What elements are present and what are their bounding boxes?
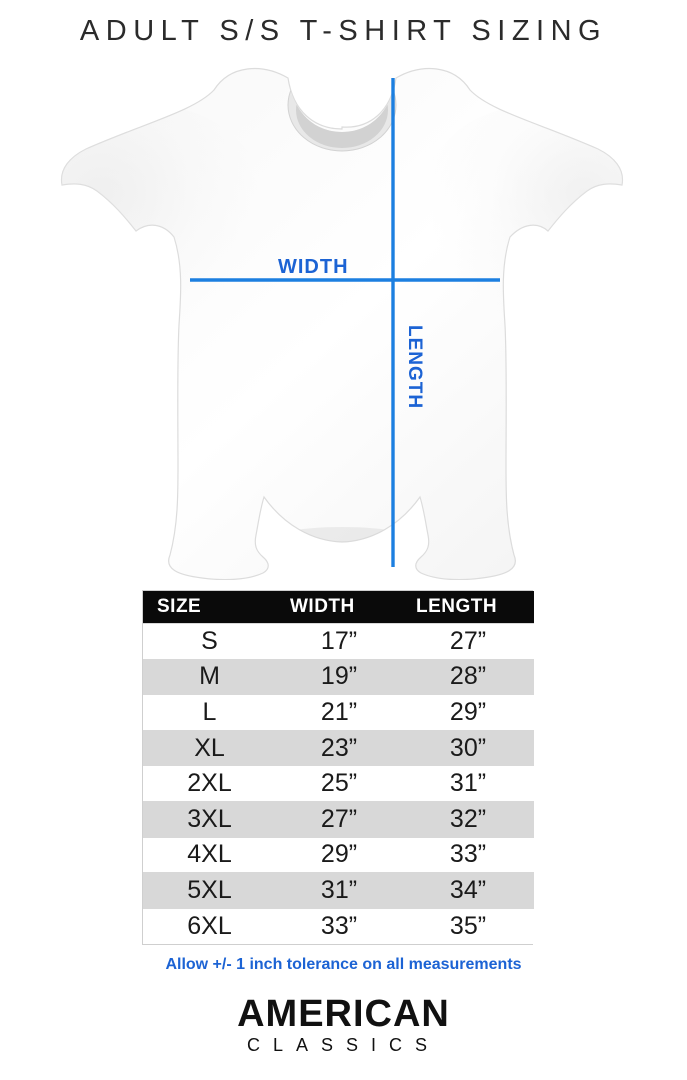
svg-text:WIDTH: WIDTH [278,256,349,278]
svg-text:LENGTH: LENGTH [404,325,425,409]
